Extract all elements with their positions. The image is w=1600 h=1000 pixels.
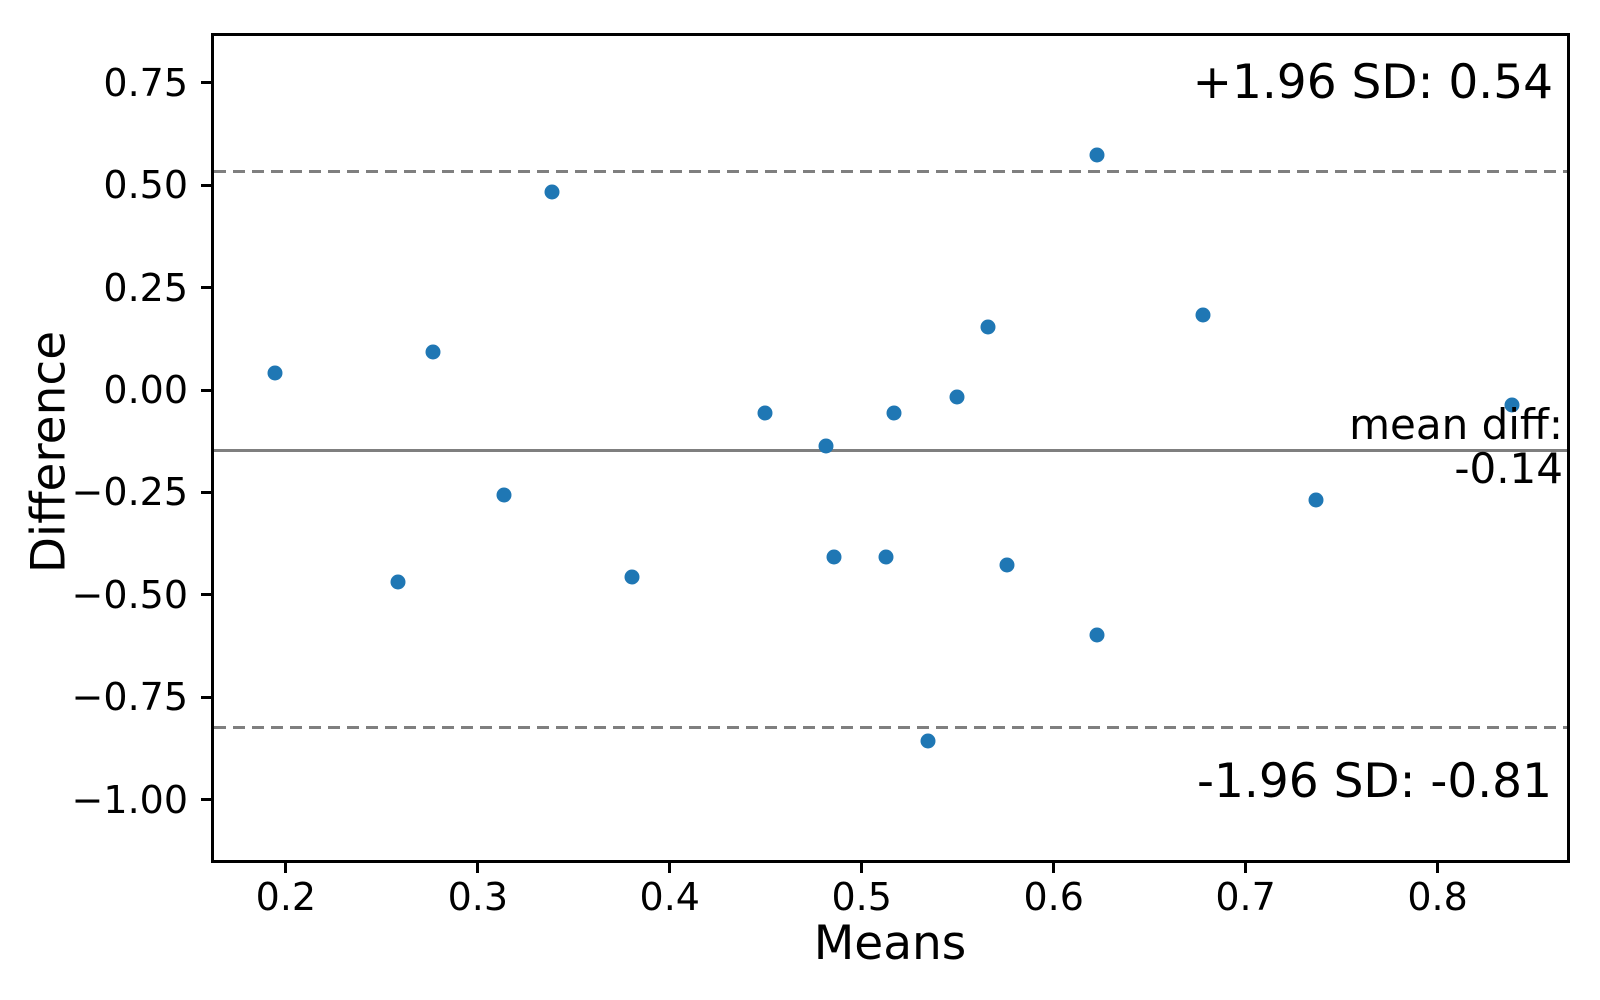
data-point (1089, 147, 1105, 163)
data-point (425, 344, 441, 360)
x-axis-tick-label: 0.7 (1215, 875, 1276, 919)
lower_loa-line (214, 726, 1567, 730)
y-axis-tick (201, 183, 211, 187)
y-axis-tick (201, 798, 211, 802)
x-axis-tick (284, 863, 288, 873)
y-axis-tick-label: 0.75 (103, 60, 188, 105)
upper_loa-line (214, 170, 1567, 174)
x-axis-tick-label: 0.2 (255, 875, 317, 919)
y-axis-tick-label: −0.50 (71, 572, 188, 617)
x-axis-tick (1436, 863, 1440, 873)
data-point (624, 569, 640, 585)
data-point (886, 405, 901, 421)
annotation-mean-diff: mean diff: -0.14 (1349, 403, 1563, 491)
data-point (999, 557, 1015, 573)
data-point (496, 487, 512, 503)
x-axis-tick (1244, 863, 1248, 873)
y-axis-tick (201, 593, 211, 597)
y-axis-tick-label: −0.75 (71, 675, 188, 720)
x-axis-tick (668, 863, 672, 873)
x-axis-tick-label: 0.6 (1023, 875, 1084, 919)
y-axis-tick-label: 0.00 (103, 368, 188, 412)
x-axis-tick-label: 0.5 (831, 875, 892, 919)
y-axis-tick-label: 0.25 (103, 265, 188, 310)
plot-area (211, 33, 1570, 863)
x-axis-tick (860, 863, 864, 873)
data-point (757, 405, 773, 421)
x-axis-tick-label: 0.3 (447, 875, 509, 919)
data-point (1089, 627, 1105, 643)
y-axis-tick-label: 0.50 (103, 163, 188, 208)
y-axis-tick (201, 286, 211, 290)
data-point (1195, 307, 1211, 323)
data-point (390, 574, 406, 590)
annotation-mean-diff-text: mean diff: (1349, 400, 1563, 449)
annotation-upper-loa: +1.96 SD: 0.54 (1192, 55, 1553, 110)
data-point (826, 549, 842, 565)
x-axis-tick-label: 0.8 (1407, 875, 1468, 919)
data-point (267, 365, 283, 380)
annotation-lower-loa: -1.96 SD: -0.81 (1197, 754, 1552, 809)
y-axis-tick (201, 388, 211, 392)
y-axis-tick (201, 490, 211, 494)
y-axis-tick-label: −0.25 (71, 470, 188, 515)
data-point (949, 389, 965, 405)
data-point (1308, 492, 1324, 508)
data-point (544, 184, 560, 200)
y-axis-label: Difference (21, 330, 77, 574)
y-axis-tick (201, 81, 211, 85)
x-axis-tick (476, 863, 480, 873)
data-point (920, 733, 936, 749)
x-axis-label: Means (813, 916, 967, 971)
data-point (1504, 397, 1520, 413)
x-axis-tick (1052, 863, 1056, 873)
y-axis-tick-label: −1.00 (71, 777, 188, 822)
y-axis-tick (201, 695, 211, 699)
data-point (980, 319, 996, 335)
x-axis-tick-label: 0.4 (639, 875, 700, 919)
annotation-mean-diff-value: -0.14 (1454, 444, 1563, 493)
data-point (878, 549, 894, 565)
mean_diff-line (214, 448, 1567, 452)
data-point (818, 438, 834, 454)
